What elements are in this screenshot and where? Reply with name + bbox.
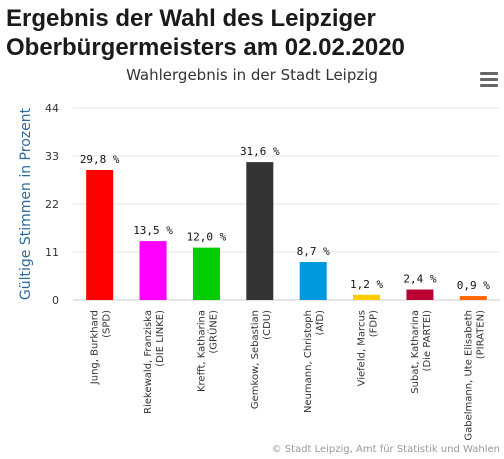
chart-credits[interactable]: © Stadt Leipzig, Amt für Statistik und W… bbox=[271, 444, 500, 455]
data-label: 29,8 % bbox=[80, 153, 120, 166]
bar bbox=[192, 247, 220, 300]
x-tick-label: Subat, Katharina(Die PARTEI) bbox=[410, 310, 433, 394]
y-axis-title: Gültige Stimmen in Prozent bbox=[18, 107, 34, 300]
hamburger-menu-icon bbox=[480, 72, 498, 75]
bar bbox=[299, 262, 327, 300]
x-tick-label: Neumann, Christoph(AfD) bbox=[303, 310, 326, 413]
chart-title: Wahlergebnis in der Stadt Leipzig bbox=[126, 66, 378, 84]
x-tick-label: Krefft, Katharina(GRÜNE) bbox=[196, 310, 219, 392]
chart-menu-button[interactable] bbox=[480, 72, 498, 88]
data-label: 0,9 % bbox=[457, 279, 490, 292]
page-heading-line2: Oberbürgermeisters am 02.02.2020 bbox=[6, 34, 405, 61]
y-tick-label: 11 bbox=[45, 246, 59, 259]
bar-chart: 0 11 22 33 44 Gültige Stimmen in Prozent 29,8 … bbox=[18, 102, 500, 441]
bar bbox=[86, 169, 114, 300]
page-heading: Ergebnis der Wahl des Leipziger Oberbürg… bbox=[6, 4, 498, 62]
bar bbox=[353, 294, 381, 300]
data-label: 13,5 % bbox=[133, 224, 173, 237]
x-tick-label: Jung, Burkhard(SPD) bbox=[90, 310, 113, 385]
y-tick-label: 0 bbox=[52, 294, 59, 307]
data-label: 12,0 % bbox=[187, 231, 227, 244]
chart-container: Wahlergebnis in der Stadt Leipzig 0 11 22 3… bbox=[0, 62, 504, 459]
y-tick-label: 22 bbox=[45, 198, 59, 211]
bar bbox=[459, 296, 487, 300]
x-tick-label: Viefeld, Marcus(FDP) bbox=[357, 310, 380, 386]
bar bbox=[406, 289, 434, 300]
page-heading-line1: Ergebnis der Wahl des Leipziger bbox=[6, 5, 376, 32]
y-tick-label: 33 bbox=[45, 150, 59, 163]
data-label: 8,7 % bbox=[297, 245, 330, 258]
data-label: 31,6 % bbox=[240, 145, 280, 158]
y-tick-label: 44 bbox=[45, 102, 59, 115]
x-tick-label: Gemkow, Sebastian(CDU) bbox=[250, 310, 273, 409]
data-label: 1,2 % bbox=[350, 278, 383, 291]
data-label: 2,4 % bbox=[403, 273, 436, 286]
bar bbox=[246, 162, 274, 300]
x-tick-label: Riekewald, Franziska(DIE LINKE) bbox=[143, 310, 166, 414]
x-tick-label: Gabelmann, Ute Elisabeth(PIRATEN) bbox=[463, 310, 486, 441]
bar bbox=[139, 241, 167, 300]
